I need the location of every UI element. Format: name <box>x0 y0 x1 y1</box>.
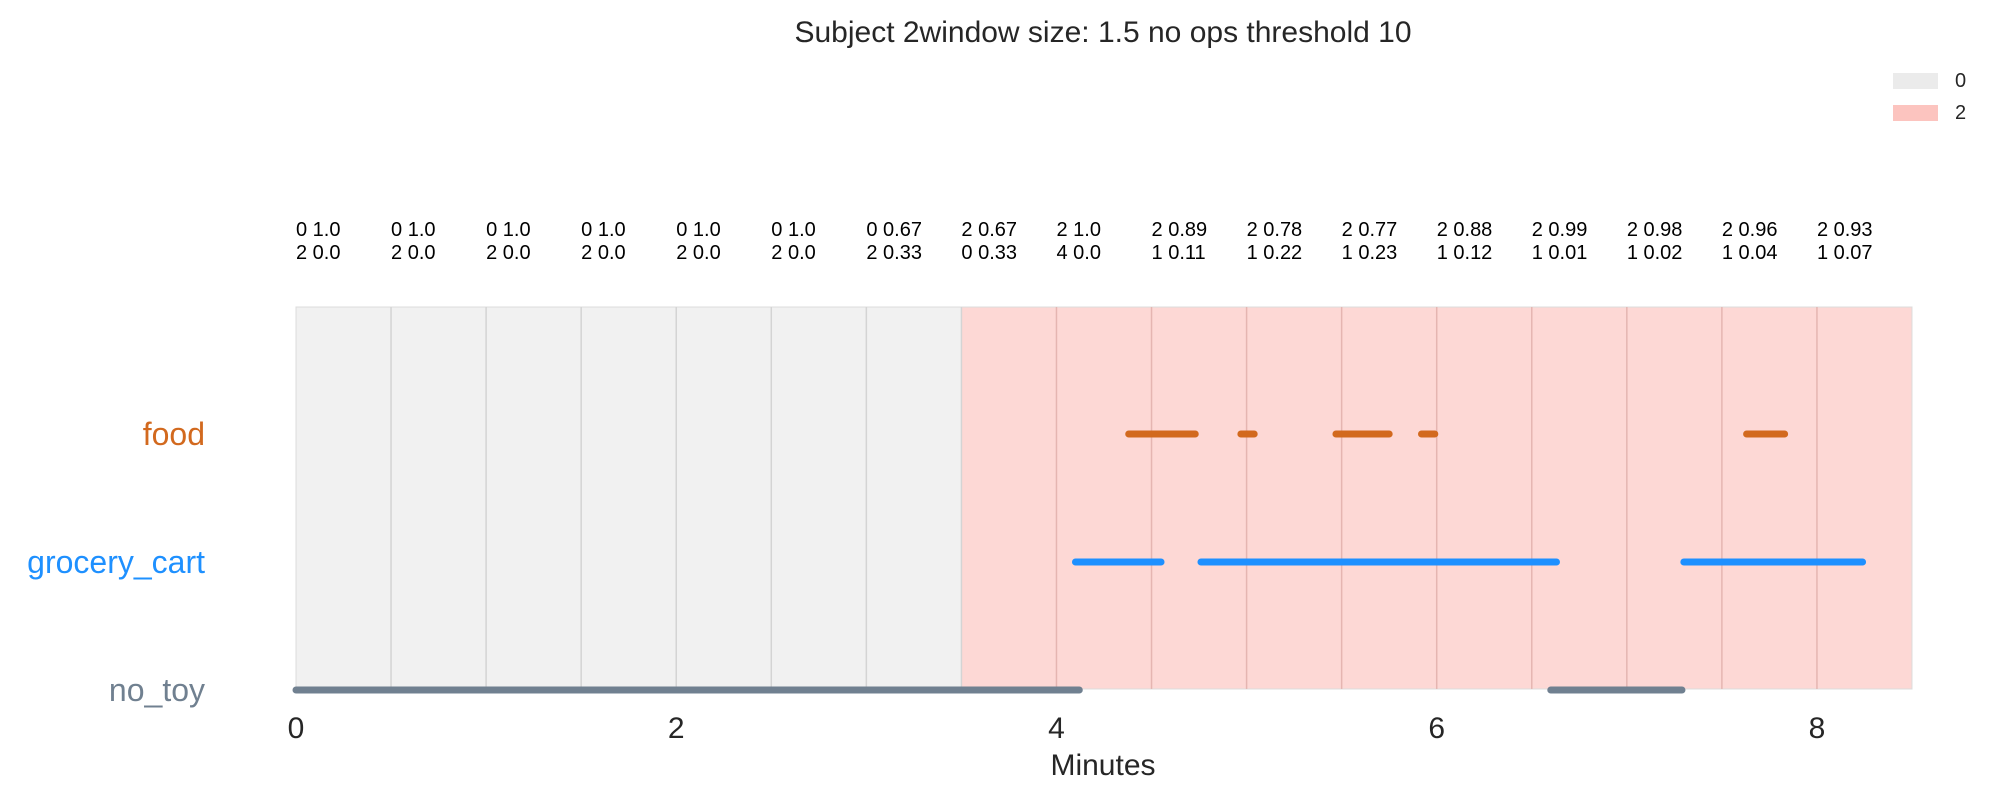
window-annotation-line2: 1 0.11 <box>1152 242 1206 264</box>
window-annotation-line2: 1 0.04 <box>1722 242 1778 264</box>
y-label-no_toy: no_toy <box>109 672 205 708</box>
legend-swatch-2 <box>1893 105 1938 121</box>
window-annotation-line2: 4 0.0 <box>1056 242 1100 264</box>
window-annotation-line1: 2 0.67 <box>961 219 1017 241</box>
window-annotation-line2: 2 0.0 <box>391 242 435 264</box>
y-label-food: food <box>143 416 205 452</box>
window-annotation-line2: 2 0.33 <box>866 242 922 264</box>
window-annotation-line1: 0 1.0 <box>581 219 625 241</box>
window-annotation-line1: 2 0.89 <box>1152 219 1208 241</box>
window-annotation-line1: 2 0.93 <box>1817 219 1873 241</box>
x-axis-label: Minutes <box>1050 749 1155 782</box>
x-axis-ticks: 0 2 4 6 8 <box>288 712 1826 745</box>
window-annotation-line1: 0 1.0 <box>486 219 530 241</box>
plot-frame <box>295 306 1913 690</box>
window-annotation-line2: 2 0.0 <box>296 242 340 264</box>
window-annotation-line1: 0 1.0 <box>771 219 815 241</box>
legend-swatch-0 <box>1893 73 1938 89</box>
window-annotation-line2: 1 0.07 <box>1817 242 1873 264</box>
window-annotation-line1: 2 1.0 <box>1056 219 1100 241</box>
window-annotation-line2: 2 0.0 <box>676 242 720 264</box>
window-annotation-line1: 2 0.78 <box>1247 219 1303 241</box>
window-annotation-line1: 0 1.0 <box>676 219 720 241</box>
x-tick-label: 8 <box>1809 712 1826 745</box>
window-annotation-line2: 2 0.0 <box>581 242 625 264</box>
window-annotation-line2: 1 0.22 <box>1247 242 1303 264</box>
window-annotation-line1: 0 1.0 <box>296 219 340 241</box>
window-annotation-line2: 1 0.12 <box>1437 242 1493 264</box>
legend: 02 <box>1893 70 1966 124</box>
legend-label-0: 0 <box>1955 70 1966 92</box>
chart-title: Subject 2window size: 1.5 no ops thresho… <box>794 16 1411 49</box>
window-annotation-line1: 2 0.96 <box>1722 219 1778 241</box>
window-annotation-line2: 1 0.23 <box>1342 242 1398 264</box>
window-annotation-line1: 0 1.0 <box>391 219 435 241</box>
window-annotation-line1: 2 0.77 <box>1342 219 1398 241</box>
x-tick-label: 0 <box>288 712 305 745</box>
window-annotations: 0 1.02 0.00 1.02 0.00 1.02 0.00 1.02 0.0… <box>296 219 1873 264</box>
window-annotation-line2: 1 0.02 <box>1627 242 1683 264</box>
x-tick-label: 6 <box>1428 712 1445 745</box>
window-annotation-line2: 0 0.33 <box>961 242 1017 264</box>
region-0 <box>296 307 962 689</box>
window-annotation-line1: 0 0.67 <box>866 219 922 241</box>
grid-lines <box>390 307 1818 689</box>
background-regions <box>295 306 1913 690</box>
series-segments <box>292 430 1867 694</box>
x-tick-label: 4 <box>1048 712 1065 745</box>
legend-label-2: 2 <box>1955 102 1966 124</box>
y-label-grocery_cart: grocery_cart <box>27 544 205 580</box>
window-annotation-line2: 2 0.0 <box>486 242 530 264</box>
window-annotation-line1: 2 0.98 <box>1627 219 1683 241</box>
window-annotation-line2: 1 0.01 <box>1532 242 1588 264</box>
y-axis-labels: food grocery_cart no_toy <box>27 416 205 708</box>
window-annotation-line2: 2 0.0 <box>771 242 815 264</box>
window-annotation-line1: 2 0.88 <box>1437 219 1493 241</box>
x-tick-label: 2 <box>668 712 685 745</box>
window-annotation-line1: 2 0.99 <box>1532 219 1588 241</box>
